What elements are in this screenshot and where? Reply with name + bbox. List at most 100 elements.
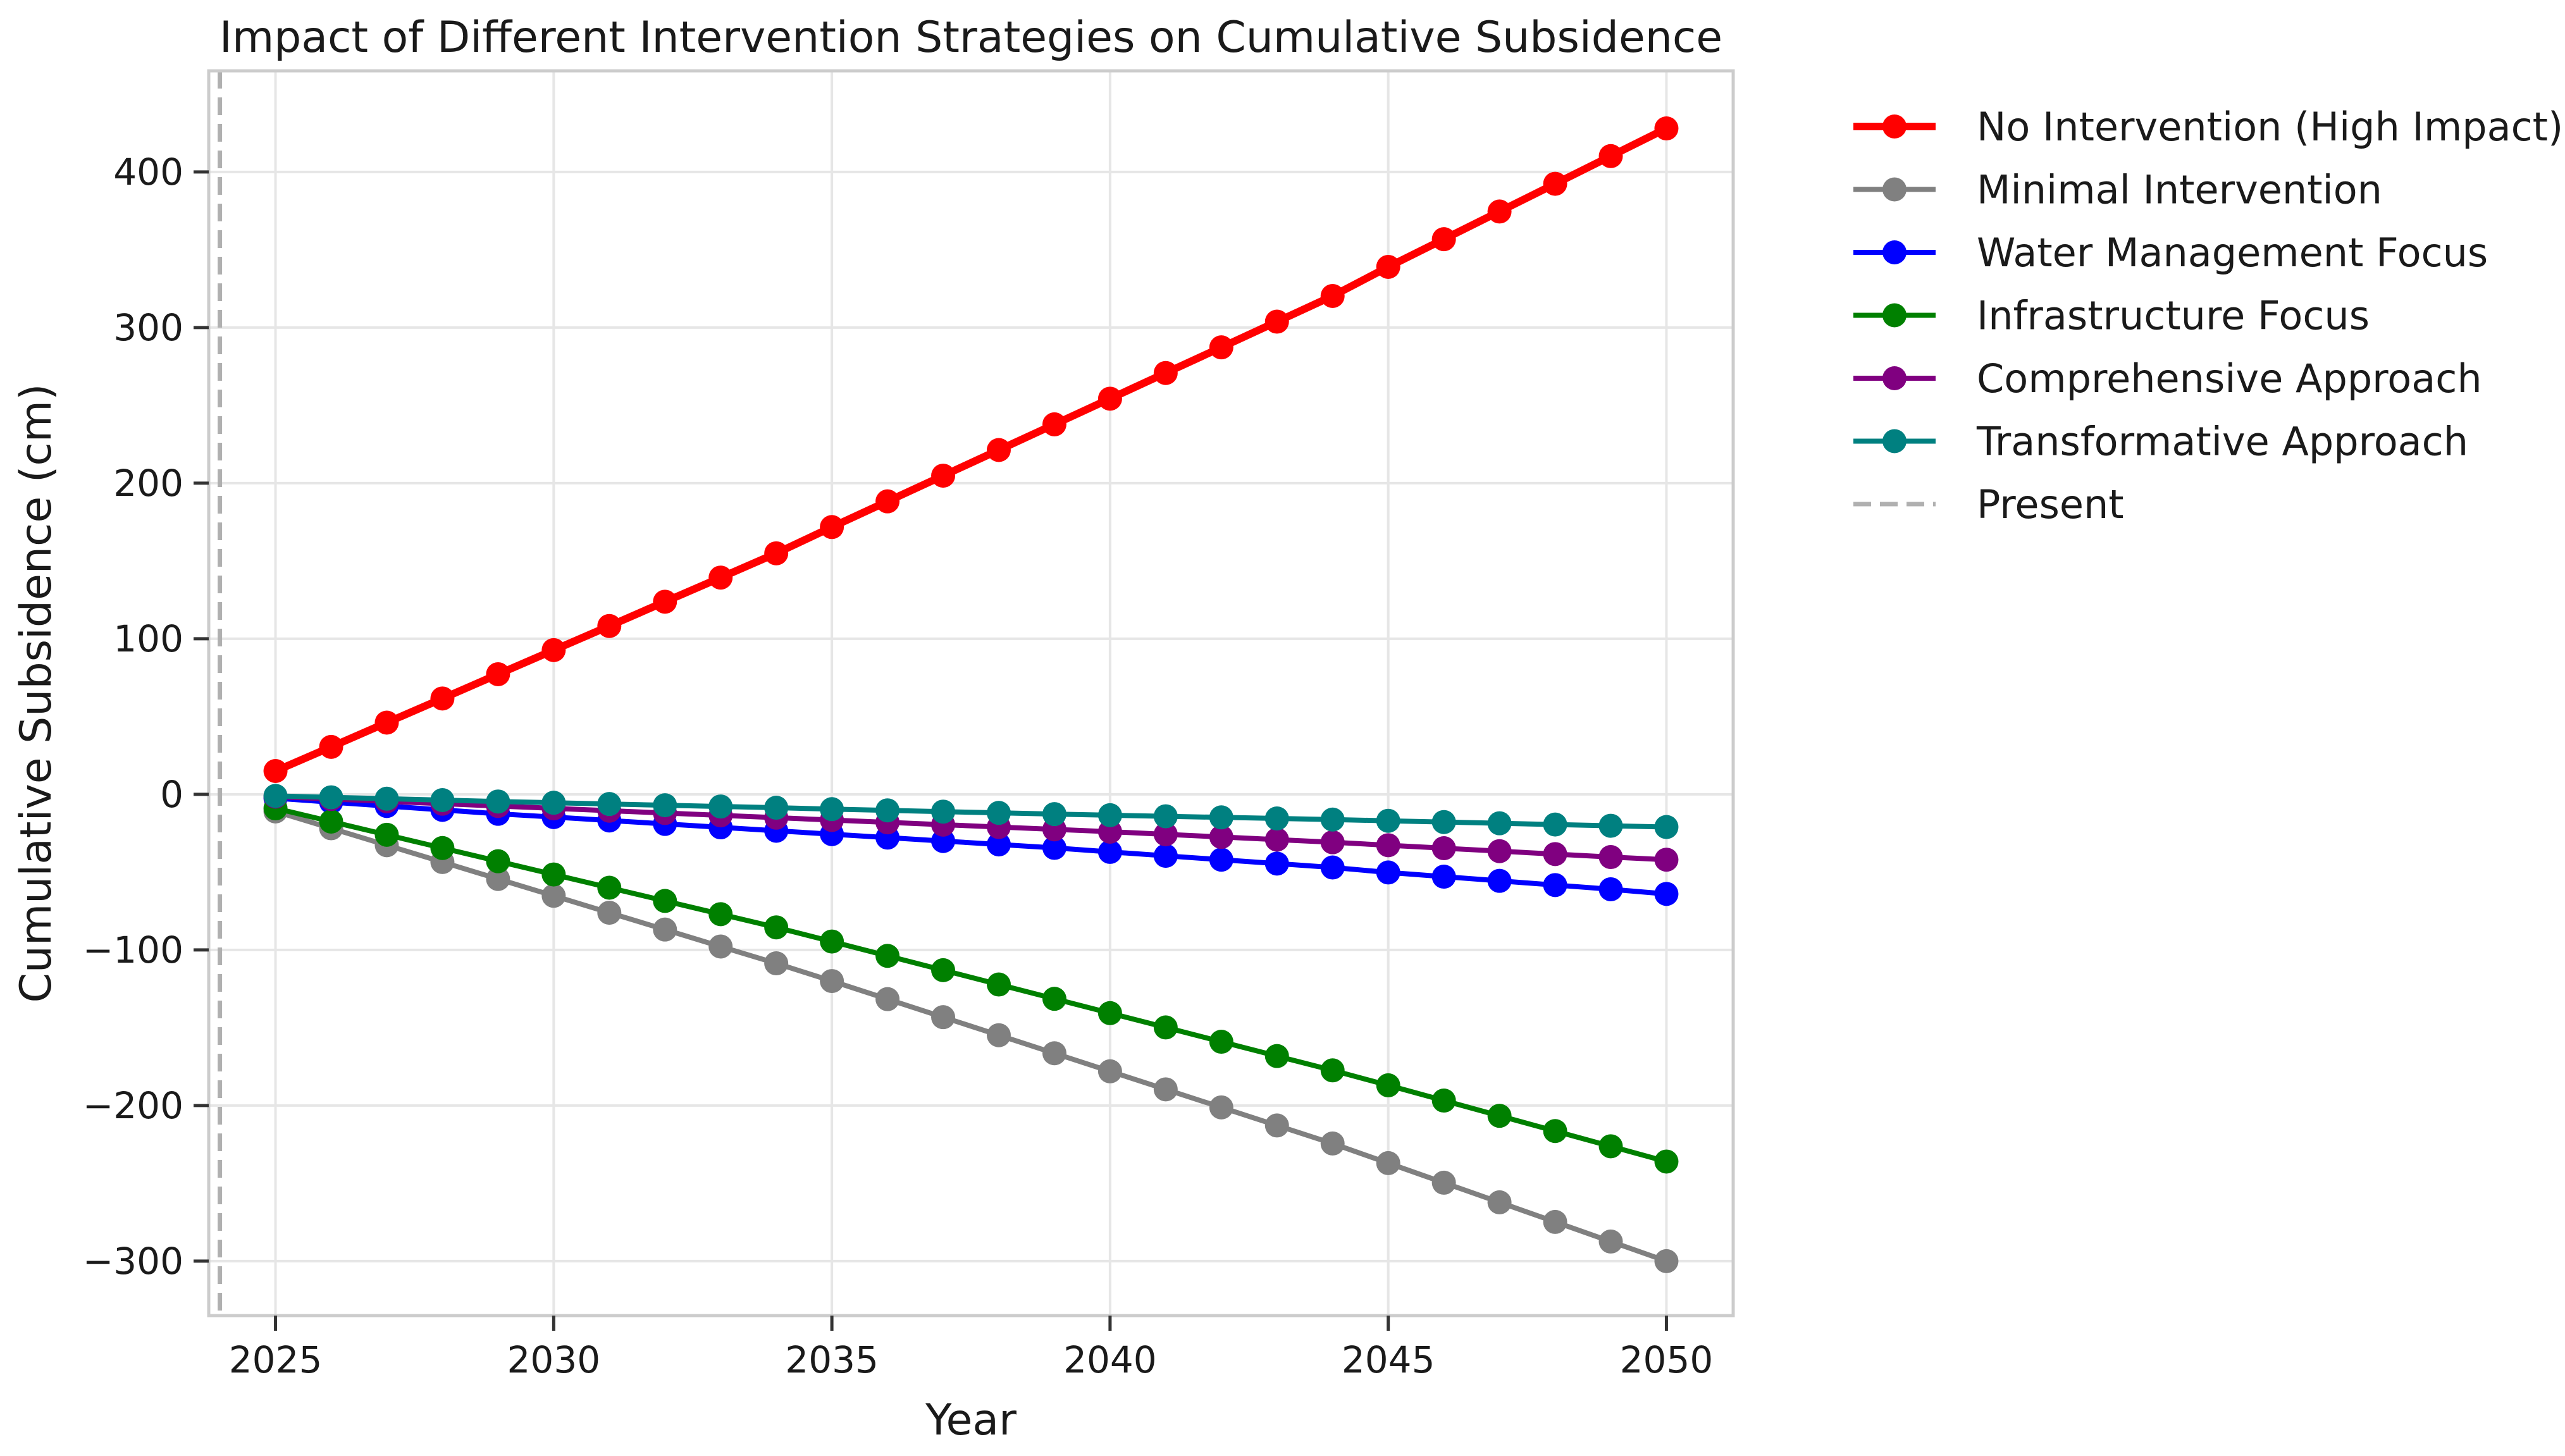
chart-title: Impact of Different Intervention Strateg… [219, 13, 1722, 63]
data-point [764, 796, 789, 820]
data-point [1209, 1030, 1233, 1054]
data-point [1431, 810, 1456, 834]
data-point [820, 929, 844, 954]
legend-item: Minimal Intervention [1853, 167, 2382, 213]
legend-label: Minimal Intervention [1977, 167, 2382, 213]
data-point [1209, 825, 1233, 849]
data-point [263, 784, 288, 808]
data-point [541, 638, 566, 662]
data-point [1543, 171, 1567, 196]
data-point [1376, 1151, 1400, 1175]
data-point [263, 759, 288, 783]
data-point [1487, 1104, 1512, 1128]
data-point [986, 1023, 1011, 1047]
data-point [486, 789, 510, 814]
data-point [430, 836, 455, 860]
grid [209, 71, 1733, 1316]
data-point [597, 792, 622, 817]
data-point [708, 794, 733, 819]
data-point [1153, 1077, 1178, 1102]
legend-label: Comprehensive Approach [1977, 355, 2482, 402]
data-point [1042, 987, 1066, 1011]
legend-item: Comprehensive Approach [1853, 355, 2482, 402]
legend-marker [1882, 429, 1907, 453]
data-point [1598, 1134, 1623, 1159]
legend-label: Infrastructure Focus [1977, 293, 2370, 339]
data-point [374, 822, 399, 847]
data-point [1487, 868, 1512, 893]
data-point [875, 944, 900, 968]
data-point [1431, 865, 1456, 889]
data-point [1097, 803, 1122, 827]
data-point [319, 734, 343, 759]
data-point [875, 798, 900, 823]
y-tick-label: −100 [83, 929, 183, 972]
data-point [1264, 1113, 1289, 1138]
data-point [1654, 1249, 1679, 1273]
data-point [875, 987, 900, 1011]
data-point [1042, 1041, 1066, 1066]
data-point [931, 1005, 956, 1030]
data-point [1042, 802, 1066, 827]
data-point [1654, 848, 1679, 872]
legend-item: Transformative Approach [1853, 419, 2468, 465]
legend-marker [1882, 366, 1907, 390]
data-point [486, 867, 510, 891]
y-tick-label: 200 [113, 462, 183, 505]
x-tick-label: 2050 [1620, 1338, 1714, 1381]
data-point [1042, 836, 1066, 860]
legend-label: Present [1977, 481, 2124, 527]
plot-lines [218, 71, 1679, 1316]
data-point [1654, 815, 1679, 839]
data-point [1654, 116, 1679, 141]
data-point [1320, 1058, 1345, 1083]
legend-marker [1882, 240, 1907, 264]
data-point [1376, 808, 1400, 833]
legend-label: Transformative Approach [1976, 419, 2468, 465]
y-axis-label: Cumulative Subsidence (cm) [11, 383, 61, 1003]
data-point [1153, 822, 1178, 847]
data-point [1097, 1001, 1122, 1025]
legend-marker [1882, 303, 1907, 328]
y-tick-label: 400 [113, 151, 183, 194]
data-point [708, 902, 733, 927]
data-point [653, 889, 677, 913]
legend-item: Water Management Focus [1853, 230, 2488, 276]
data-point [1376, 254, 1400, 279]
x-tick-label: 2035 [785, 1338, 879, 1381]
data-point [1543, 1119, 1567, 1144]
data-point [1431, 227, 1456, 252]
data-point [541, 791, 566, 815]
series-group [263, 799, 1679, 1273]
data-point [1543, 1209, 1567, 1234]
data-point [986, 972, 1011, 997]
series-group [263, 796, 1679, 1174]
data-point [1153, 844, 1178, 868]
data-point [708, 565, 733, 590]
data-point [486, 849, 510, 873]
data-point [708, 934, 733, 959]
data-point [597, 614, 622, 638]
x-tick-label: 2040 [1063, 1338, 1157, 1381]
data-point [1320, 807, 1345, 832]
data-point [1543, 812, 1567, 837]
legend-item: Present [1853, 481, 2124, 527]
data-point [1097, 386, 1122, 411]
data-point [1097, 819, 1122, 844]
data-point [820, 969, 844, 994]
data-point [486, 662, 510, 686]
data-point [1209, 848, 1233, 872]
plot-frame [207, 69, 1735, 1317]
data-point [430, 788, 455, 813]
data-point [374, 786, 399, 811]
data-point [1320, 283, 1345, 308]
data-point [1320, 855, 1345, 880]
x-tick-label: 2045 [1342, 1338, 1435, 1381]
data-point [764, 915, 789, 940]
data-point [1264, 827, 1289, 852]
data-point [1431, 836, 1456, 861]
legend-marker [1882, 114, 1907, 139]
legend-marker [1882, 177, 1907, 202]
data-point [1153, 1015, 1178, 1040]
